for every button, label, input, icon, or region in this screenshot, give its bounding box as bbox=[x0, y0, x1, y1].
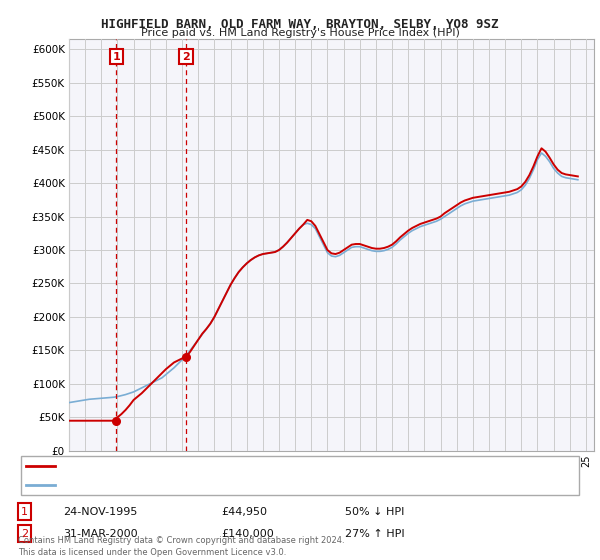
Text: HIGHFIELD BARN, OLD FARM WAY, BRAYTON, SELBY, YO8 9SZ: HIGHFIELD BARN, OLD FARM WAY, BRAYTON, S… bbox=[101, 18, 499, 31]
Text: 1: 1 bbox=[21, 507, 28, 516]
Text: Contains HM Land Registry data © Crown copyright and database right 2024.
This d: Contains HM Land Registry data © Crown c… bbox=[18, 536, 344, 557]
Text: 50% ↓ HPI: 50% ↓ HPI bbox=[345, 507, 404, 516]
Text: HPI: Average price, detached house, North Yorkshire: HPI: Average price, detached house, Nort… bbox=[60, 480, 316, 490]
Text: 24-NOV-1995: 24-NOV-1995 bbox=[63, 507, 137, 516]
FancyBboxPatch shape bbox=[21, 456, 579, 495]
Text: 2: 2 bbox=[21, 529, 28, 539]
Text: 1: 1 bbox=[112, 52, 120, 62]
Text: £44,950: £44,950 bbox=[221, 507, 267, 516]
Text: £140,000: £140,000 bbox=[221, 529, 274, 539]
Text: 27% ↑ HPI: 27% ↑ HPI bbox=[345, 529, 405, 539]
Text: 2: 2 bbox=[182, 52, 190, 62]
Text: HIGHFIELD BARN, OLD FARM WAY, BRAYTON, SELBY, YO8 9SZ (detached house): HIGHFIELD BARN, OLD FARM WAY, BRAYTON, S… bbox=[60, 461, 449, 471]
Text: Price paid vs. HM Land Registry's House Price Index (HPI): Price paid vs. HM Land Registry's House … bbox=[140, 28, 460, 38]
Text: 31-MAR-2000: 31-MAR-2000 bbox=[63, 529, 138, 539]
